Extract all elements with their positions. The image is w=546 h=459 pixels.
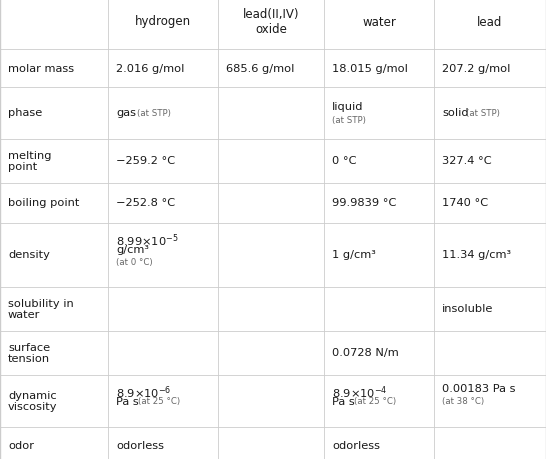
Text: 8.9×10$^{-6}$: 8.9×10$^{-6}$ bbox=[116, 384, 171, 400]
Text: odor: odor bbox=[8, 441, 34, 451]
Text: −259.2 °C: −259.2 °C bbox=[116, 156, 175, 166]
Text: 99.9839 °C: 99.9839 °C bbox=[332, 198, 396, 208]
Text: g/cm³: g/cm³ bbox=[116, 245, 149, 255]
Text: boiling point: boiling point bbox=[8, 198, 79, 208]
Text: melting
point: melting point bbox=[8, 151, 51, 172]
Text: Pa s: Pa s bbox=[116, 397, 139, 407]
Text: solid: solid bbox=[442, 108, 468, 118]
Text: 207.2 g/mol: 207.2 g/mol bbox=[442, 63, 511, 73]
Text: phase: phase bbox=[8, 108, 42, 118]
Text: 1740 °C: 1740 °C bbox=[442, 198, 488, 208]
Text: 2.016 g/mol: 2.016 g/mol bbox=[116, 63, 185, 73]
Text: (at STP): (at STP) bbox=[332, 116, 366, 125]
Text: odorless: odorless bbox=[116, 441, 164, 451]
Text: 8.99×10$^{-5}$: 8.99×10$^{-5}$ bbox=[116, 232, 179, 249]
Text: 0 °C: 0 °C bbox=[332, 156, 357, 166]
Text: dynamic
viscosity: dynamic viscosity bbox=[8, 390, 57, 411]
Text: surface
tension: surface tension bbox=[8, 342, 50, 364]
Text: 1 g/cm³: 1 g/cm³ bbox=[332, 250, 376, 260]
Text: liquid: liquid bbox=[332, 102, 364, 112]
Text: (at 0 °C): (at 0 °C) bbox=[116, 258, 153, 267]
Text: 0.0728 N/m: 0.0728 N/m bbox=[332, 348, 399, 358]
Text: odorless: odorless bbox=[332, 441, 380, 451]
Text: insoluble: insoluble bbox=[442, 304, 494, 314]
Text: 685.6 g/mol: 685.6 g/mol bbox=[226, 63, 294, 73]
Text: lead: lead bbox=[477, 16, 503, 28]
Text: lead(II,IV)
oxide: lead(II,IV) oxide bbox=[243, 8, 299, 36]
Text: (at STP): (at STP) bbox=[137, 109, 171, 118]
Text: 18.015 g/mol: 18.015 g/mol bbox=[332, 63, 408, 73]
Text: molar mass: molar mass bbox=[8, 63, 74, 73]
Text: density: density bbox=[8, 250, 50, 260]
Text: solubility in
water: solubility in water bbox=[8, 298, 74, 319]
Text: 0.00183 Pa s: 0.00183 Pa s bbox=[442, 384, 515, 394]
Text: (at 38 °C): (at 38 °C) bbox=[442, 397, 484, 406]
Text: 8.9×10$^{-4}$: 8.9×10$^{-4}$ bbox=[332, 384, 388, 400]
Text: 11.34 g/cm³: 11.34 g/cm³ bbox=[442, 250, 511, 260]
Text: hydrogen: hydrogen bbox=[135, 16, 191, 28]
Text: −252.8 °C: −252.8 °C bbox=[116, 198, 175, 208]
Text: Pa s: Pa s bbox=[332, 397, 355, 407]
Text: 327.4 °C: 327.4 °C bbox=[442, 156, 491, 166]
Text: gas: gas bbox=[116, 108, 136, 118]
Text: (at 25 °C): (at 25 °C) bbox=[354, 397, 396, 406]
Text: (at STP): (at STP) bbox=[466, 109, 500, 118]
Text: (at 25 °C): (at 25 °C) bbox=[138, 397, 180, 406]
Text: water: water bbox=[362, 16, 396, 28]
